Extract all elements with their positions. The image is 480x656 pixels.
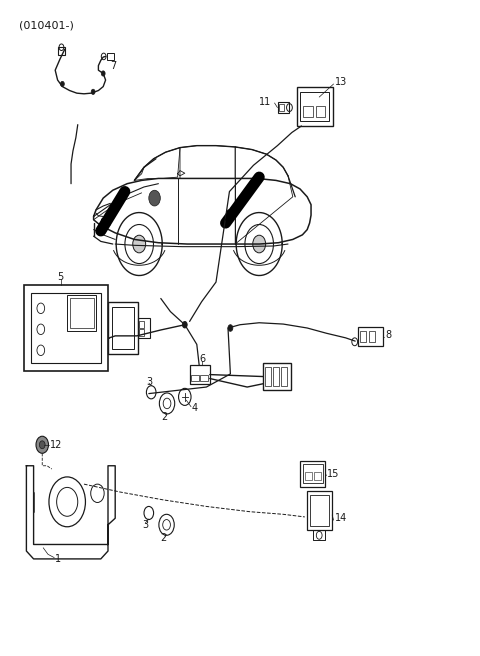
- Circle shape: [60, 81, 64, 87]
- Bar: [139, 321, 144, 328]
- Circle shape: [39, 441, 45, 449]
- Bar: [263, 363, 291, 390]
- Bar: [112, 307, 134, 349]
- Bar: [108, 302, 138, 354]
- Text: 12: 12: [50, 440, 63, 450]
- Bar: [369, 331, 375, 342]
- Circle shape: [101, 71, 105, 76]
- Bar: [273, 367, 279, 386]
- Bar: [265, 367, 271, 386]
- Bar: [58, 47, 65, 55]
- Text: 15: 15: [327, 468, 340, 479]
- Bar: [107, 53, 114, 60]
- Text: 13: 13: [335, 77, 347, 87]
- Bar: [200, 375, 208, 381]
- Circle shape: [133, 236, 145, 253]
- Bar: [279, 104, 284, 111]
- Bar: [303, 464, 323, 483]
- Bar: [358, 327, 383, 346]
- Bar: [316, 106, 325, 117]
- Text: 2: 2: [160, 533, 166, 543]
- Bar: [307, 491, 332, 530]
- Bar: [300, 92, 329, 121]
- Bar: [360, 331, 366, 342]
- Text: 7: 7: [110, 60, 117, 71]
- Text: 14: 14: [335, 513, 348, 523]
- Bar: [300, 461, 325, 487]
- Text: 1: 1: [55, 554, 61, 564]
- Text: 5: 5: [58, 272, 64, 282]
- Bar: [191, 375, 199, 381]
- Bar: [138, 318, 150, 338]
- Bar: [303, 106, 313, 117]
- Circle shape: [36, 436, 48, 453]
- Bar: [310, 495, 329, 526]
- Text: 8: 8: [385, 329, 391, 340]
- Circle shape: [228, 325, 233, 331]
- Bar: [31, 293, 101, 363]
- Text: (010401-): (010401-): [19, 21, 74, 31]
- Bar: [305, 472, 312, 480]
- Bar: [281, 367, 287, 386]
- Bar: [24, 285, 108, 371]
- Bar: [278, 102, 289, 113]
- Circle shape: [149, 190, 160, 206]
- Text: 2: 2: [161, 411, 167, 422]
- Bar: [139, 329, 144, 336]
- Bar: [70, 298, 94, 328]
- Text: 3: 3: [146, 377, 153, 387]
- Text: 11: 11: [259, 96, 272, 107]
- Bar: [297, 87, 333, 126]
- Text: 4: 4: [192, 403, 198, 413]
- Bar: [67, 295, 96, 331]
- Circle shape: [253, 236, 265, 253]
- Text: 3: 3: [143, 520, 149, 530]
- Bar: [314, 472, 321, 480]
- Circle shape: [91, 89, 95, 94]
- Text: 6: 6: [199, 354, 205, 364]
- Bar: [190, 365, 210, 384]
- Circle shape: [182, 321, 187, 328]
